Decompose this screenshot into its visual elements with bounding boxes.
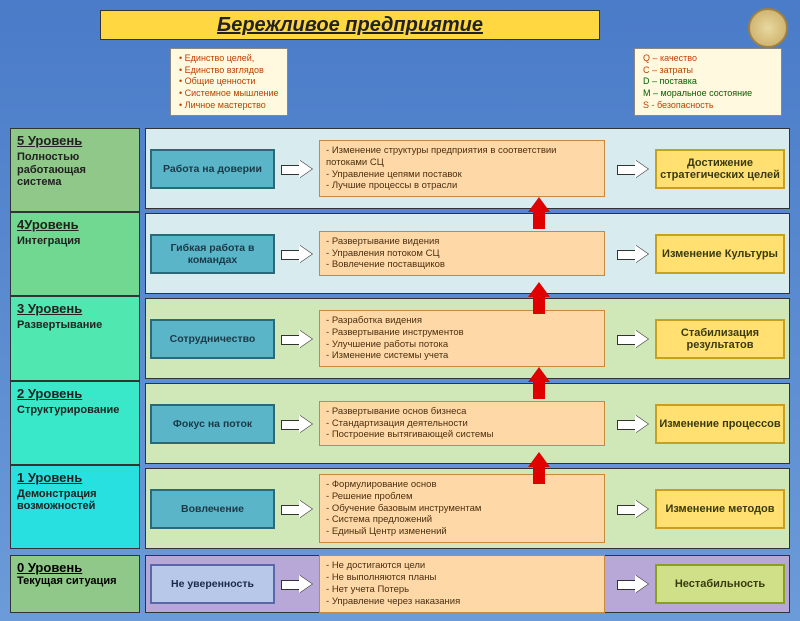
level-1-right-box: Изменение методов [655, 489, 785, 529]
arrow-icon [281, 160, 313, 178]
level-2-row: Фокус на поток Развертывание основ бизнес… [145, 383, 790, 464]
progress-arrow-icon [528, 282, 550, 314]
level-3-label: 3 УровеньРазвертывание [10, 296, 140, 380]
level-3-right-box: Стабилизация результатов [655, 319, 785, 359]
level-0-mid-box: Не достигаются целиНе выполняются планыН… [319, 555, 605, 613]
arrow-icon [281, 330, 313, 348]
arrow-icon [281, 415, 313, 433]
level-5-right-box: Достижение стратегических целей [655, 149, 785, 189]
level-5-left-box: Работа на доверии [150, 149, 275, 189]
progress-arrow-icon [528, 367, 550, 399]
arrow-icon [617, 160, 649, 178]
progress-arrow-icon [528, 452, 550, 484]
level-4-left-box: Гибкая работа в командах [150, 234, 275, 274]
legend-box: Q – качествоC – затратыD – поставкаM – м… [634, 48, 782, 116]
level-3-left-box: Сотрудничество [150, 319, 275, 359]
arrow-icon [281, 500, 313, 518]
level-1-left-box: Вовлечение [150, 489, 275, 529]
level-0-row: 0 Уровень Текущая ситуация Не уверенност… [10, 555, 790, 613]
level-2-left-box: Фокус на поток [150, 404, 275, 444]
level-5-mid-box: Изменение структуры предприятия в соотве… [319, 140, 605, 198]
arrow-icon [281, 575, 313, 593]
logo-icon [748, 8, 788, 48]
level-4-right-box: Изменение Культуры [655, 234, 785, 274]
page-title: Бережливое предприятие [100, 10, 600, 40]
level-4-mid-box: Развертывание виденияУправления потоком … [319, 231, 605, 277]
level-0-left-box: Не уверенность [150, 564, 275, 604]
level-2-right-box: Изменение процессов [655, 404, 785, 444]
level-2-mid-box: Развертывание основ бизнесаСтандартизаци… [319, 401, 605, 447]
arrow-icon [281, 245, 313, 263]
principles-box: Единство целей,Единство взглядовОбщие це… [170, 48, 288, 116]
level-4-label: 4УровеньИнтеграция [10, 212, 140, 296]
level-2-label: 2 УровеньСтруктурирование [10, 381, 140, 465]
level-5-label: 5 УровеньПолностью работающая система [10, 128, 140, 212]
arrow-icon [617, 330, 649, 348]
level-1-mid-box: Формулирование основРешение проблемОбуче… [319, 474, 605, 543]
level-4-row: Гибкая работа в командах Развертывание ви… [145, 213, 790, 294]
level-5-row: Работа на доверии Изменение структуры пре… [145, 128, 790, 209]
level-1-label: 1 УровеньДемонстрация возможностей [10, 465, 140, 549]
arrow-icon [617, 500, 649, 518]
level-0-right-box: Нестабильность [655, 564, 785, 604]
progress-arrow-icon [528, 197, 550, 229]
arrow-icon [617, 575, 649, 593]
level-0-label: 0 Уровень Текущая ситуация [10, 555, 140, 613]
level-1-row: Вовлечение Формулирование основРешение пр… [145, 468, 790, 549]
arrow-icon [617, 415, 649, 433]
arrow-icon [617, 245, 649, 263]
level-3-mid-box: Разработка виденияРазвертывание инструме… [319, 310, 605, 368]
level-3-row: Сотрудничество Разработка виденияРазверты… [145, 298, 790, 379]
